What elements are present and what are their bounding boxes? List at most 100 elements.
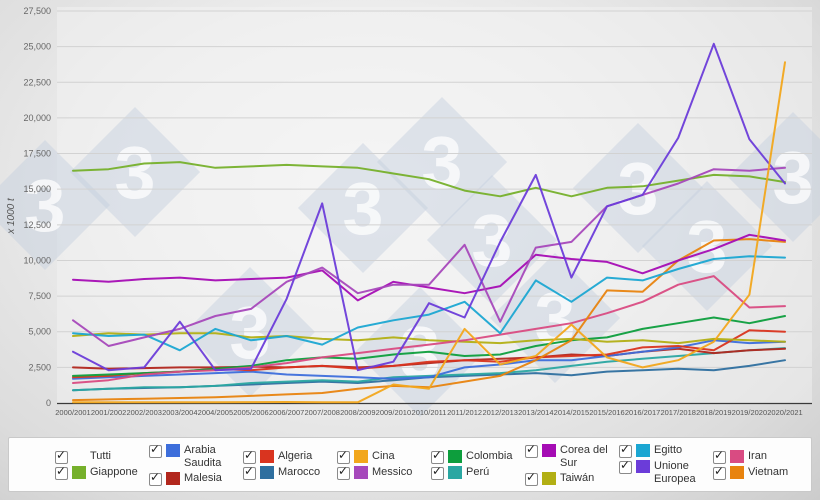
legend-checkbox[interactable]: ✓ xyxy=(55,463,68,480)
checkmark-icon: ✓ xyxy=(526,469,537,484)
legend-checkbox[interactable]: ✓ xyxy=(713,463,726,480)
legend-label: Vietnam xyxy=(748,465,789,478)
x-tick-label: 2012/2013 xyxy=(482,408,517,417)
legend-item-egitto[interactable]: ✓ Egitto xyxy=(619,442,713,458)
legend-column: ✓ Corea del Sur ✓ Taiwán xyxy=(525,440,619,489)
legend-item-taiwán[interactable]: ✓ Taiwán xyxy=(525,469,619,486)
x-tick-label: 2018/2019 xyxy=(696,408,731,417)
legend-column: ✓ Tutti ✓ Giappone xyxy=(55,440,149,489)
checkmark-icon: ✓ xyxy=(244,463,255,478)
legend-label: Messico xyxy=(372,465,413,478)
legend-label: Egitto xyxy=(654,443,683,456)
checkmark-icon: ✓ xyxy=(338,447,349,462)
legend-item-colombia[interactable]: ✓ Colombia xyxy=(431,448,525,464)
legend-item-arabia-saudita[interactable]: ✓ Arabia Saudita xyxy=(149,441,243,470)
legend-checkbox[interactable]: ✓ xyxy=(713,448,726,464)
legend-item-tutti[interactable]: ✓ Tutti xyxy=(55,448,149,464)
checkmark-icon: ✓ xyxy=(714,463,725,478)
legend-item-iran[interactable]: ✓ Iran xyxy=(713,448,807,464)
series-line-taiwán[interactable] xyxy=(72,332,786,345)
series-line-arabia-saudita[interactable] xyxy=(72,339,786,380)
x-tick-label: 2020/2021 xyxy=(767,408,802,417)
watermark-digit: 3 xyxy=(114,131,155,214)
legend-item-malesia[interactable]: ✓ Malesia xyxy=(149,469,243,486)
x-tick-label: 2010/2011 xyxy=(412,408,447,417)
y-tick-label: 27,500 xyxy=(23,6,51,16)
x-tick-label: 2000/2001 xyxy=(55,408,90,417)
y-tick-label: 17,500 xyxy=(23,149,51,159)
legend-column: ✓ Cina ✓ Messico xyxy=(337,440,431,489)
watermark-digit: 3 xyxy=(772,136,813,219)
series-line-giappone[interactable] xyxy=(72,161,786,198)
legend-label: Corea del Sur xyxy=(560,443,608,469)
series-line-perú[interactable] xyxy=(72,347,786,392)
legend-checkbox[interactable]: ✓ xyxy=(337,464,350,480)
legend-checkbox[interactable]: ✓ xyxy=(149,441,162,458)
legend-column: ✓ Egitto ✓ Unione Europea xyxy=(619,440,713,489)
legend-checkbox[interactable]: ✓ xyxy=(525,469,538,486)
legend-label: Perú xyxy=(466,465,490,478)
series-line-unione-europea[interactable] xyxy=(72,42,786,372)
legend-item-messico[interactable]: ✓ Messico xyxy=(337,464,431,480)
plot-background xyxy=(57,7,812,403)
legend-label: Iran xyxy=(748,449,767,462)
x-tick-label: 2011/2012 xyxy=(447,408,482,417)
legend-item-marocco[interactable]: ✓ Marocco xyxy=(243,463,337,480)
legend-color-swatch xyxy=(636,459,650,473)
legend-color-swatch xyxy=(354,449,368,463)
legend-checkbox[interactable]: ✓ xyxy=(525,441,538,458)
watermark-digit: 3 xyxy=(534,277,575,360)
legend-item-cina[interactable]: ✓ Cina xyxy=(337,447,431,464)
chart-area: 3 3 3 3 3 3 3 3 3 3 3 0 2,500 5,000 7,500 10,000 12,500 1… xyxy=(0,6,820,418)
checkmark-icon: ✓ xyxy=(56,463,67,478)
legend-label: Taiwán xyxy=(560,471,595,484)
legend-item-perú[interactable]: ✓ Perú xyxy=(431,464,525,480)
legend-item-corea-del-sur[interactable]: ✓ Corea del Sur xyxy=(525,441,619,470)
checkmark-icon: ✓ xyxy=(150,441,161,456)
legend-item-algeria[interactable]: ✓ Algeria xyxy=(243,448,337,464)
legend-checkbox[interactable]: ✓ xyxy=(337,447,350,464)
series-line-corea-del-sur[interactable] xyxy=(72,233,786,302)
legend-color-swatch xyxy=(354,465,368,479)
x-tick-label: 2002/2003 xyxy=(126,408,161,417)
checkmark-icon: ✓ xyxy=(150,469,161,484)
legend-color-swatch xyxy=(448,465,462,479)
y-tick-label: 10,000 xyxy=(23,255,51,265)
legend-item-unione-europea[interactable]: ✓ Unione Europea xyxy=(619,458,713,486)
legend-column: ✓ Arabia Saudita ✓ Malesia xyxy=(149,440,243,489)
x-tick-label: 2003/2004 xyxy=(162,408,197,417)
legend-checkbox[interactable]: ✓ xyxy=(431,464,444,480)
legend-checkbox[interactable]: ✓ xyxy=(431,448,444,464)
legend-label: Cina xyxy=(372,449,395,462)
watermark-digit: 3 xyxy=(421,121,462,204)
x-tick-label: 2015/2016 xyxy=(589,408,624,417)
legend-checkbox[interactable]: ✓ xyxy=(243,463,256,480)
watermark-digit: 3 xyxy=(24,164,65,247)
series-line-egitto[interactable] xyxy=(72,255,786,352)
series-line-messico[interactable] xyxy=(72,166,786,347)
legend-checkbox[interactable]: ✓ xyxy=(149,469,162,486)
legend-checkbox[interactable]: ✓ xyxy=(55,448,68,464)
legend-color-swatch xyxy=(260,449,274,463)
legend-label: Colombia xyxy=(466,449,513,462)
x-tick-label: 2009/2010 xyxy=(376,408,411,417)
legend-checkbox[interactable]: ✓ xyxy=(243,448,256,464)
y-tick-label: 2,500 xyxy=(28,362,51,372)
legend-item-vietnam[interactable]: ✓ Vietnam xyxy=(713,463,807,480)
checkmark-icon: ✓ xyxy=(526,441,537,456)
legend-color-swatch xyxy=(730,449,744,463)
y-tick-label: 25,000 xyxy=(23,42,51,52)
watermark-digit: 3 xyxy=(342,167,383,250)
series-line-cina[interactable] xyxy=(72,61,786,404)
x-tick-label: 2016/2017 xyxy=(625,408,660,417)
series-line-iran[interactable] xyxy=(72,275,786,384)
legend-label: Tutti xyxy=(90,449,111,462)
watermark-diamond xyxy=(572,122,704,254)
legend-checkbox[interactable]: ✓ xyxy=(619,458,632,474)
y-tick-label: 20,000 xyxy=(23,113,51,123)
legend-label: Marocco xyxy=(278,465,321,478)
legend-checkbox[interactable]: ✓ xyxy=(619,442,632,458)
x-tick-label: 2001/2002 xyxy=(91,408,126,417)
legend-item-giappone[interactable]: ✓ Giappone xyxy=(55,463,149,480)
